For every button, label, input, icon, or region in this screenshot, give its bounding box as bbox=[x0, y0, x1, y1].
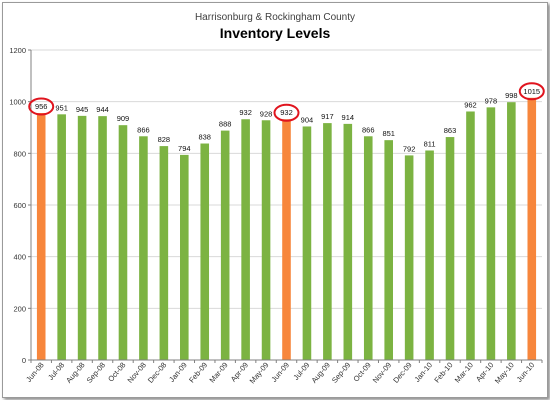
y-tick-label: 0 bbox=[22, 356, 26, 365]
chart-title: Inventory Levels bbox=[220, 25, 331, 41]
highlight-circle-jun-10 bbox=[518, 82, 545, 101]
x-tick-label-nov-08: Nov-08 bbox=[126, 361, 148, 385]
data-label-aug-08: 945 bbox=[76, 105, 89, 114]
grid-lines bbox=[31, 49, 542, 309]
data-label-mar-09: 888 bbox=[219, 120, 232, 129]
data-label-jan-09: 794 bbox=[178, 144, 191, 153]
x-tick-label-jun-08: Jun-08 bbox=[24, 361, 46, 384]
data-label-may-10: 998 bbox=[505, 91, 518, 100]
x-tick-label-dec-08: Dec-08 bbox=[146, 361, 168, 385]
data-label-aug-09: 917 bbox=[321, 112, 334, 121]
y-axis: 0 200 400 600 800 1000 1200 bbox=[9, 46, 32, 365]
x-tick-label-feb-10: Feb-10 bbox=[432, 361, 454, 385]
bar-mar-10 bbox=[466, 111, 475, 360]
bar-apr-09 bbox=[241, 119, 250, 360]
data-label-jun-10: 1015 bbox=[523, 87, 540, 96]
x-tick-label-jan-10: Jan-10 bbox=[412, 361, 434, 384]
chart-subtitle: Harrisonburg & Rockingham County bbox=[195, 12, 355, 23]
data-label-sep-09: 914 bbox=[342, 113, 355, 122]
bar-sep-08 bbox=[98, 116, 107, 360]
bars bbox=[36, 97, 537, 361]
data-label-jul-08: 951 bbox=[55, 103, 68, 112]
data-label-dec-09: 792 bbox=[403, 144, 416, 153]
x-tick-label-jun-09: Jun-09 bbox=[269, 361, 291, 384]
data-label-feb-10: 863 bbox=[444, 126, 457, 135]
bar-jun-10 bbox=[527, 97, 537, 361]
data-label-feb-09: 838 bbox=[198, 133, 211, 142]
bar-nov-08 bbox=[139, 136, 148, 360]
bar-nov-09 bbox=[384, 140, 393, 360]
x-tick-label-dec-09: Dec-09 bbox=[391, 361, 413, 385]
bar-dec-09 bbox=[404, 155, 414, 360]
bar-jun-08 bbox=[36, 113, 46, 361]
data-label-mar-10: 962 bbox=[464, 100, 477, 109]
x-tick-label-aug-08: Aug-08 bbox=[64, 361, 86, 385]
data-label-jun-08: 956 bbox=[35, 102, 48, 111]
data-label-dec-08: 828 bbox=[158, 135, 171, 144]
bar-mar-09 bbox=[220, 130, 230, 360]
bar-jul-09 bbox=[302, 126, 312, 360]
x-tick-label-sep-09: Sep-09 bbox=[330, 361, 352, 385]
y-tick-label: 1000 bbox=[9, 98, 26, 107]
bar-may-09 bbox=[261, 120, 271, 361]
y-tick-label: 200 bbox=[13, 304, 26, 313]
x-tick-label-mar-09: Mar-09 bbox=[208, 361, 230, 385]
data-label-apr-10: 978 bbox=[485, 96, 498, 105]
bar-apr-10 bbox=[486, 107, 496, 360]
y-tick-label: 600 bbox=[13, 201, 26, 210]
y-tick-label: 800 bbox=[13, 149, 26, 158]
x-tick-label-jan-09: Jan-09 bbox=[167, 361, 189, 384]
data-label-jun-09: 932 bbox=[280, 108, 293, 117]
data-labels: 956 951 945 944 909 866 828 794 838 888 932 928 932 9… bbox=[35, 87, 540, 154]
data-label-nov-09: 851 bbox=[382, 129, 395, 138]
data-label-apr-09: 932 bbox=[239, 108, 252, 117]
bar-feb-10 bbox=[445, 137, 455, 360]
data-label-nov-08: 866 bbox=[137, 125, 150, 134]
bar-jan-09 bbox=[180, 154, 189, 360]
x-tick-label-mar-10: Mar-10 bbox=[453, 361, 475, 385]
bar-jul-08 bbox=[57, 114, 66, 360]
bar-sep-09 bbox=[343, 123, 353, 360]
bar-oct-08 bbox=[118, 125, 128, 360]
data-label-jan-10: 811 bbox=[424, 139, 436, 148]
x-tick-label-feb-09: Feb-09 bbox=[187, 361, 209, 385]
data-label-oct-08: 909 bbox=[117, 114, 130, 123]
highlight-circles bbox=[28, 82, 545, 122]
x-tick-label-nov-09: Nov-09 bbox=[371, 361, 393, 385]
x-tick-label-sep-08: Sep-08 bbox=[85, 361, 107, 385]
highlight-circle-jun-09 bbox=[273, 103, 300, 122]
y-tick-label: 400 bbox=[13, 253, 26, 262]
bar-jan-10 bbox=[425, 150, 434, 360]
highlight-circle-jun-08 bbox=[28, 97, 55, 116]
x-tick-label-aug-09: Aug-09 bbox=[309, 361, 331, 385]
data-label-sep-08: 944 bbox=[96, 105, 109, 114]
x-tick-label-jun-10: Jun-10 bbox=[515, 361, 537, 384]
x-tick-label-oct-09: Oct-09 bbox=[351, 361, 372, 384]
x-tick-label-oct-08: Oct-08 bbox=[106, 361, 127, 384]
data-label-jul-09: 904 bbox=[301, 115, 314, 124]
y-tick-label: 1200 bbox=[9, 46, 26, 55]
bar-oct-09 bbox=[363, 136, 373, 360]
bar-jun-09 bbox=[282, 119, 291, 360]
x-tick-label-may-10: May-10 bbox=[493, 361, 516, 386]
data-label-may-09: 928 bbox=[260, 109, 273, 118]
bar-dec-08 bbox=[159, 146, 169, 360]
bar-aug-09 bbox=[323, 123, 332, 360]
x-tick-label-may-09: May-09 bbox=[248, 361, 271, 386]
bar-aug-08 bbox=[77, 115, 87, 360]
bar-feb-09 bbox=[200, 143, 210, 360]
bar-may-10 bbox=[507, 102, 516, 360]
data-label-oct-09: 866 bbox=[362, 125, 375, 134]
